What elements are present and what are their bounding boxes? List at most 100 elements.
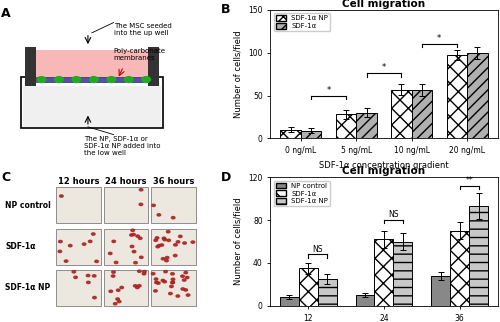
Bar xyxy=(24,47,36,96)
Bar xyxy=(148,47,159,96)
Y-axis label: Number of cells/field: Number of cells/field xyxy=(234,198,243,285)
Circle shape xyxy=(174,244,177,246)
Text: 24 hours: 24 hours xyxy=(105,177,146,186)
FancyBboxPatch shape xyxy=(21,77,163,128)
Circle shape xyxy=(176,295,180,297)
Bar xyxy=(336,114,356,138)
Circle shape xyxy=(152,272,155,275)
Circle shape xyxy=(109,290,112,292)
Circle shape xyxy=(160,244,164,246)
Circle shape xyxy=(112,271,116,273)
Circle shape xyxy=(162,237,166,240)
Circle shape xyxy=(170,285,173,288)
Bar xyxy=(432,276,450,306)
Circle shape xyxy=(92,233,95,235)
Circle shape xyxy=(95,260,98,262)
Circle shape xyxy=(184,289,188,291)
Circle shape xyxy=(92,275,96,277)
Circle shape xyxy=(161,279,164,282)
Text: C: C xyxy=(1,171,10,184)
Text: A: A xyxy=(1,7,11,20)
Bar xyxy=(104,187,148,223)
Circle shape xyxy=(168,292,172,295)
Circle shape xyxy=(124,77,133,82)
Title: Cell migration: Cell migration xyxy=(342,166,425,176)
Circle shape xyxy=(170,273,174,275)
Circle shape xyxy=(180,275,184,277)
Circle shape xyxy=(154,239,158,242)
Circle shape xyxy=(142,77,150,82)
Circle shape xyxy=(118,300,121,303)
Circle shape xyxy=(163,239,166,241)
Circle shape xyxy=(74,79,79,83)
Text: NP control: NP control xyxy=(5,201,51,210)
Circle shape xyxy=(86,274,90,277)
Circle shape xyxy=(72,77,81,82)
Bar xyxy=(450,231,469,306)
Circle shape xyxy=(116,289,120,291)
Text: *: * xyxy=(326,86,330,95)
Bar xyxy=(36,50,148,78)
Circle shape xyxy=(144,79,149,83)
Bar xyxy=(301,131,322,138)
Text: SDF-1α NP: SDF-1α NP xyxy=(5,283,50,292)
Circle shape xyxy=(86,281,90,284)
Circle shape xyxy=(74,276,78,279)
Title: Cell migration: Cell migration xyxy=(342,0,425,9)
Circle shape xyxy=(171,278,175,280)
Circle shape xyxy=(120,286,124,289)
Circle shape xyxy=(54,77,64,82)
Circle shape xyxy=(114,303,117,305)
Bar xyxy=(299,268,318,306)
Circle shape xyxy=(116,298,119,300)
Bar xyxy=(467,52,487,138)
Circle shape xyxy=(181,288,184,290)
Circle shape xyxy=(108,252,112,255)
Bar xyxy=(151,270,196,306)
Circle shape xyxy=(72,271,76,273)
Circle shape xyxy=(154,290,157,292)
Text: Poly-carbonate
membranes: Poly-carbonate membranes xyxy=(114,48,166,61)
Circle shape xyxy=(178,235,182,238)
Bar xyxy=(104,270,148,306)
Circle shape xyxy=(156,237,159,239)
Circle shape xyxy=(136,286,139,289)
Circle shape xyxy=(154,278,158,280)
Circle shape xyxy=(158,244,161,247)
Circle shape xyxy=(152,204,156,206)
Circle shape xyxy=(154,281,158,284)
Bar xyxy=(56,270,101,306)
Circle shape xyxy=(134,261,138,264)
Text: 36 hours: 36 hours xyxy=(152,177,194,186)
Circle shape xyxy=(191,241,194,243)
Circle shape xyxy=(142,270,146,273)
Circle shape xyxy=(164,270,168,273)
Legend: SDF-1α NP, SDF-1α: SDF-1α NP, SDF-1α xyxy=(274,13,330,31)
Bar xyxy=(356,295,374,306)
Circle shape xyxy=(60,195,63,197)
Legend: NP control, SDF-1α, SDF-1α NP: NP control, SDF-1α, SDF-1α NP xyxy=(274,181,330,206)
Circle shape xyxy=(174,254,177,257)
Bar xyxy=(356,113,377,138)
Text: 12 hours: 12 hours xyxy=(58,177,100,186)
Circle shape xyxy=(64,260,68,262)
Circle shape xyxy=(58,250,61,252)
Circle shape xyxy=(112,240,116,242)
Circle shape xyxy=(37,77,46,82)
Text: D: D xyxy=(220,171,230,184)
Circle shape xyxy=(68,244,72,247)
Circle shape xyxy=(182,279,186,281)
Text: The NP, SDF-1α or
SDF-1α NP added into
the low well: The NP, SDF-1α or SDF-1α NP added into t… xyxy=(84,136,160,156)
Circle shape xyxy=(186,294,190,296)
Circle shape xyxy=(132,251,136,253)
Text: *: * xyxy=(437,34,442,43)
Bar xyxy=(391,90,411,138)
Circle shape xyxy=(163,280,166,283)
Bar xyxy=(412,90,432,138)
Text: The MSC seeded
into the up well: The MSC seeded into the up well xyxy=(114,23,172,35)
Circle shape xyxy=(167,239,170,242)
Bar xyxy=(104,229,148,265)
Bar xyxy=(151,229,196,265)
Circle shape xyxy=(142,273,146,275)
Circle shape xyxy=(140,256,143,259)
